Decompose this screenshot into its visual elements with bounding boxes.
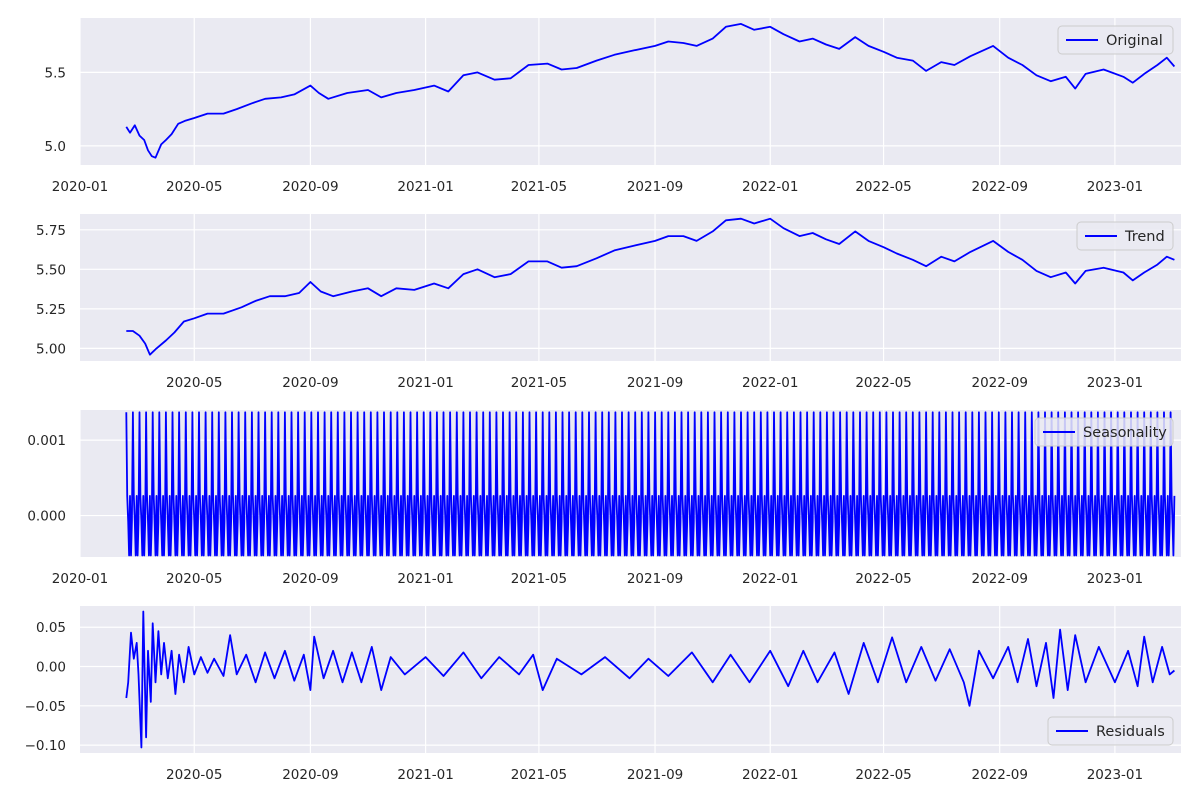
- legend-box: [1034, 417, 1174, 447]
- x-tick-label: 2021-01: [397, 375, 453, 391]
- legend-label: Original: [1106, 33, 1163, 49]
- x-tick-label: 2022-05: [855, 375, 911, 391]
- x-tick-label: 2021-05: [511, 179, 567, 195]
- y-tick-label: 5.75: [36, 223, 66, 239]
- x-tick-label: 2021-05: [511, 767, 567, 783]
- x-tick-label: 2020-01: [52, 571, 108, 587]
- y-tick-label: 0.000: [27, 509, 66, 525]
- plot-area: [80, 214, 1181, 361]
- y-tick-label: 5.00: [36, 341, 66, 357]
- legend: Seasonality: [1034, 417, 1174, 447]
- legend: Original: [1057, 25, 1174, 55]
- x-tick-label: 2021-09: [627, 179, 683, 195]
- x-tick-label: 2022-09: [972, 375, 1028, 391]
- x-tick-label: 2022-05: [855, 571, 911, 587]
- x-tick-label: 2021-09: [627, 375, 683, 391]
- legend: Trend: [1076, 221, 1174, 251]
- y-tick-label: −0.10: [25, 738, 66, 754]
- x-tick-label: 2020-05: [166, 571, 222, 587]
- plot-area: [80, 18, 1181, 165]
- x-tick-label: 2023-01: [1087, 375, 1143, 391]
- y-tick-label: 0.001: [27, 433, 66, 449]
- x-tick-label: 2021-01: [397, 767, 453, 783]
- x-tick-label: 2022-01: [742, 571, 798, 587]
- series-line-trend: [126, 217, 1175, 356]
- x-tick-label: 2022-01: [742, 179, 798, 195]
- x-tick-label: 2020-09: [282, 767, 338, 783]
- x-tick-label: 2022-09: [972, 767, 1028, 783]
- x-tick-label: 2022-01: [742, 375, 798, 391]
- y-tick-label: 0.05: [36, 620, 66, 636]
- series-line-seasonality: [125, 411, 1176, 557]
- x-tick-label: 2022-09: [972, 179, 1028, 195]
- x-tick-label: 2020-09: [282, 179, 338, 195]
- legend-label: Trend: [1124, 229, 1165, 245]
- x-tick-label: 2021-09: [627, 767, 683, 783]
- x-tick-label: 2020-09: [282, 375, 338, 391]
- panel-3: 2020-01 2020-05 2020-09 2021-01 2021-05 2021-…: [27, 410, 1181, 587]
- legend-label: Seasonality: [1083, 425, 1167, 441]
- x-tick-label: 2021-05: [511, 571, 567, 587]
- legend-label: Residuals: [1096, 724, 1165, 740]
- panel-2: 2020-05 2020-09 2021-01 2021-05 2021-09 2022-…: [36, 214, 1181, 391]
- x-tick-label: 2023-01: [1087, 179, 1143, 195]
- x-tick-label: 2020-05: [166, 767, 222, 783]
- x-tick-label: 2022-01: [742, 767, 798, 783]
- x-tick-label: 2021-01: [397, 571, 453, 587]
- panel-4: 2020-05 2020-09 2021-01 2021-05 2021-09 2022-…: [25, 606, 1181, 783]
- y-tick-label: 5.50: [36, 262, 66, 278]
- y-tick-label: 5.0: [45, 139, 66, 155]
- legend-box: [1047, 716, 1174, 746]
- legend-box: [1057, 25, 1174, 55]
- x-tick-label: 2020-05: [166, 375, 222, 391]
- x-tick-label: 2021-01: [397, 179, 453, 195]
- series-line-residuals: [125, 610, 1175, 749]
- plot-area: [80, 606, 1181, 753]
- legend: Residuals: [1047, 716, 1174, 746]
- series-line-original: [125, 23, 1176, 159]
- x-tick-label: 2020-01: [52, 179, 108, 195]
- x-tick-label: 2021-05: [511, 375, 567, 391]
- x-tick-label: 2020-05: [166, 179, 222, 195]
- x-tick-label: 2022-05: [855, 767, 911, 783]
- x-tick-label: 2022-05: [855, 179, 911, 195]
- x-tick-label: 2020-09: [282, 571, 338, 587]
- x-tick-label: 2023-01: [1087, 571, 1143, 587]
- x-tick-label: 2023-01: [1087, 767, 1143, 783]
- y-tick-label: 5.25: [36, 302, 66, 318]
- x-tick-label: 2021-09: [627, 571, 683, 587]
- panel-1: 2020-01 2020-05 2020-09 2021-01 2021-05 2021-…: [45, 18, 1181, 195]
- y-tick-label: 5.5: [45, 65, 66, 81]
- y-tick-label: 0.00: [36, 660, 66, 676]
- x-tick-label: 2022-09: [972, 571, 1028, 587]
- legend-box: [1076, 221, 1174, 251]
- y-tick-label: −0.05: [25, 699, 66, 715]
